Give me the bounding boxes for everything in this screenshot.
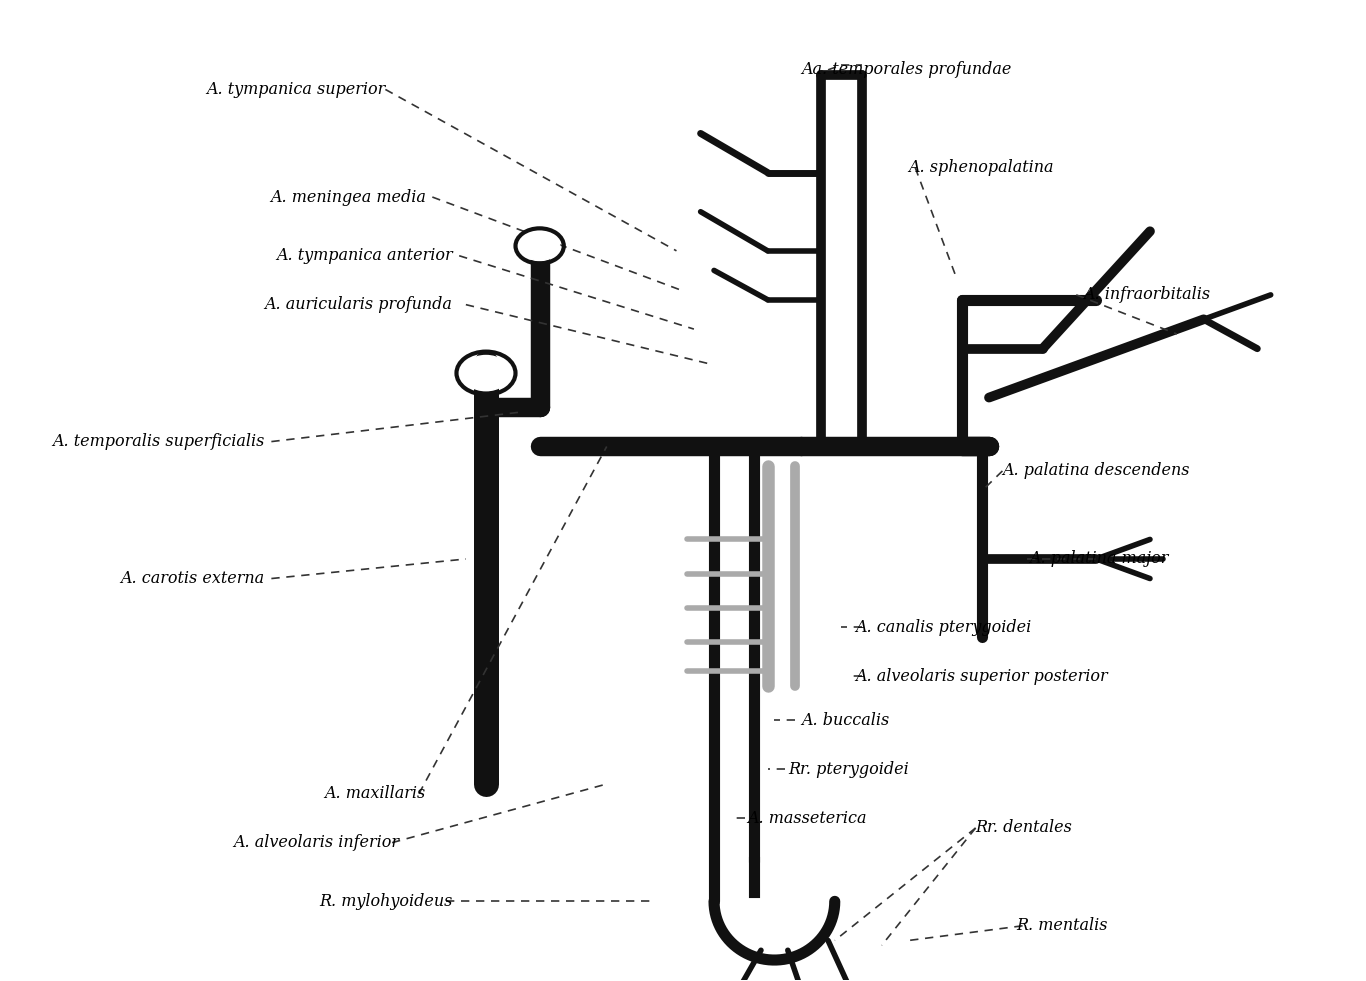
Text: A. maxillaris: A. maxillaris — [324, 785, 426, 802]
Circle shape — [462, 355, 510, 390]
Text: A. temporalis superficialis: A. temporalis superficialis — [52, 433, 265, 450]
Text: A. palatina major: A. palatina major — [1029, 550, 1169, 567]
Text: A. alveolaris superior posterior: A. alveolaris superior posterior — [855, 668, 1108, 685]
Text: A. buccalis: A. buccalis — [802, 712, 889, 729]
Text: A. infraorbitalis: A. infraorbitalis — [1083, 286, 1210, 303]
Text: A. meningea media: A. meningea media — [269, 188, 426, 206]
Text: A. masseterica: A. masseterica — [747, 809, 867, 827]
Text: A. alveolaris inferior: A. alveolaris inferior — [232, 834, 399, 852]
Text: A. canalis pterygoidei: A. canalis pterygoidei — [855, 619, 1031, 636]
Text: A. tympanica superior: A. tympanica superior — [206, 80, 385, 98]
Text: R. mentalis: R. mentalis — [1016, 917, 1108, 934]
Text: A. carotis externa: A. carotis externa — [120, 570, 265, 587]
Text: A. sphenopalatina: A. sphenopalatina — [908, 159, 1055, 177]
Text: A. auricularis profunda: A. auricularis profunda — [265, 296, 452, 313]
Text: R. mylohyoideus: R. mylohyoideus — [320, 893, 452, 909]
Circle shape — [519, 232, 560, 261]
Text: Rr. dentales: Rr. dentales — [975, 819, 1072, 837]
Text: Aa. temporales profundae: Aa. temporales profundae — [802, 62, 1012, 78]
Text: Rr. pterygoidei: Rr. pterygoidei — [788, 761, 908, 778]
Text: A. tympanica anterior: A. tympanica anterior — [276, 247, 452, 264]
Text: A. palatina descendens: A. palatina descendens — [1003, 462, 1190, 480]
